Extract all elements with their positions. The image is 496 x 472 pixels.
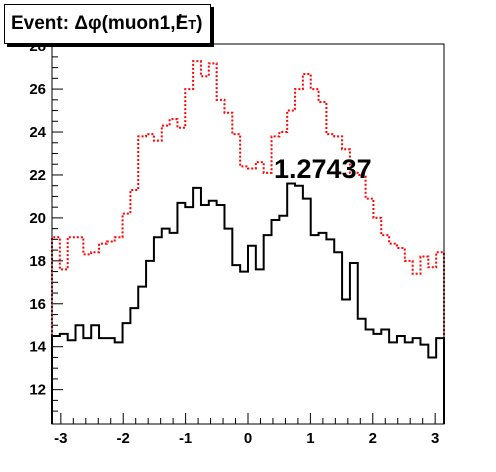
y-tick-label: 14 — [29, 339, 46, 356]
x-tick-label: -1 — [179, 430, 192, 447]
title-met-symbol: E — [175, 13, 189, 34]
title-args: (muon1, — [101, 13, 176, 34]
title-met: E / — [175, 12, 189, 35]
x-tick-label: -3 — [54, 430, 67, 447]
histogram-series-1 — [51, 60, 445, 424]
y-tick-label: 20 — [29, 210, 46, 227]
y-tick-label: 24 — [29, 124, 46, 141]
plot-frame — [51, 43, 445, 425]
histogram-title: Event: Δφ (muon1, E / T) — [4, 4, 212, 44]
y-tick-label: 26 — [29, 81, 46, 98]
annotation-label: 1.27437 — [274, 154, 372, 184]
x-tick-label: 2 — [369, 430, 377, 447]
x-tick-label: -2 — [117, 430, 130, 447]
title-met-subscript: T — [188, 16, 197, 32]
y-tick-label: 16 — [29, 296, 46, 313]
y-tick-label: 18 — [29, 253, 46, 270]
title-delta-phi: Δφ — [74, 13, 102, 34]
title-prefix: Event: — [11, 13, 70, 34]
title-args-close: ) — [196, 13, 203, 34]
x-tick-label: 0 — [244, 430, 252, 447]
series-layer — [51, 60, 445, 424]
histogram-series-2 — [51, 182, 445, 424]
x-tick-label: 1 — [306, 430, 314, 447]
x-tick-label: 3 — [431, 430, 439, 447]
y-tick-label: 22 — [29, 167, 46, 184]
title-met-slash: / — [176, 12, 182, 33]
y-tick-label: 12 — [29, 382, 46, 399]
